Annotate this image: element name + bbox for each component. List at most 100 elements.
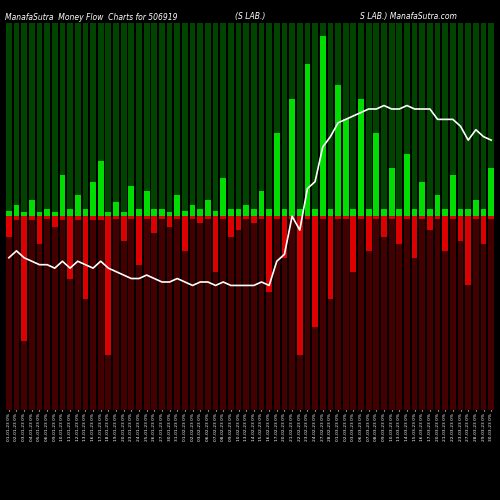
Bar [113, 216, 119, 410]
Bar [60, 22, 66, 216]
Bar [244, 216, 249, 410]
Bar [44, 216, 50, 219]
Bar [366, 22, 372, 216]
Bar [434, 196, 440, 216]
Bar [14, 205, 20, 216]
Bar [82, 210, 88, 216]
Bar [228, 210, 234, 216]
Bar [220, 216, 226, 219]
Bar [159, 216, 165, 410]
Bar [174, 216, 180, 410]
Bar [251, 22, 256, 216]
Bar [466, 210, 471, 216]
Bar [366, 216, 372, 410]
Bar [121, 22, 126, 216]
Bar [450, 216, 456, 410]
Bar [450, 174, 456, 216]
Bar [67, 22, 73, 216]
Bar [374, 216, 379, 219]
Bar [389, 216, 394, 219]
Bar [205, 200, 211, 216]
Bar [159, 210, 165, 216]
Bar [458, 22, 464, 216]
Bar [67, 216, 73, 410]
Bar [113, 22, 119, 216]
Bar [488, 22, 494, 216]
Bar [174, 216, 180, 219]
Bar [480, 22, 486, 216]
Bar [297, 216, 302, 410]
Bar [458, 210, 464, 216]
Bar [136, 216, 142, 264]
Bar [374, 216, 379, 410]
Bar [128, 186, 134, 216]
Bar [466, 216, 471, 410]
Bar [297, 210, 302, 216]
Bar [29, 216, 34, 220]
Bar [412, 216, 418, 258]
Bar [442, 22, 448, 216]
Bar [98, 22, 103, 216]
Bar [121, 216, 126, 410]
Bar [350, 216, 356, 410]
Bar [442, 210, 448, 216]
Bar [75, 196, 80, 216]
Bar [152, 216, 157, 410]
Bar [320, 216, 326, 410]
Bar [198, 210, 203, 216]
Bar [144, 216, 150, 410]
Bar [381, 216, 387, 237]
Bar [266, 216, 272, 292]
Bar [113, 202, 119, 216]
Bar [75, 22, 80, 216]
Bar [473, 22, 478, 216]
Bar [488, 216, 494, 219]
Bar [190, 216, 196, 219]
Bar [404, 154, 410, 216]
Bar [420, 182, 425, 216]
Bar [67, 216, 73, 278]
Bar [328, 216, 334, 300]
Bar [236, 210, 242, 216]
Bar [466, 22, 471, 216]
Bar [244, 216, 249, 219]
Bar [473, 200, 478, 216]
Bar [350, 216, 356, 272]
Bar [381, 22, 387, 216]
Bar [312, 210, 318, 216]
Bar [328, 22, 334, 216]
Bar [251, 210, 256, 216]
Bar [289, 22, 295, 216]
Bar [220, 22, 226, 216]
Bar [427, 210, 433, 216]
Bar [304, 22, 310, 216]
Bar [29, 216, 34, 410]
Bar [6, 216, 12, 237]
Bar [404, 216, 410, 219]
Bar [67, 210, 73, 216]
Bar [450, 22, 456, 216]
Bar [128, 216, 134, 410]
Bar [274, 216, 280, 410]
Bar [282, 22, 288, 216]
Bar [14, 216, 20, 220]
Bar [190, 205, 196, 216]
Bar [36, 212, 43, 216]
Bar [328, 210, 334, 216]
Bar [320, 22, 326, 216]
Bar [304, 64, 310, 216]
Bar [198, 216, 203, 410]
Bar [136, 22, 142, 216]
Bar [450, 216, 456, 219]
Bar [282, 210, 288, 216]
Bar [358, 22, 364, 216]
Bar [343, 22, 348, 216]
Bar [404, 22, 410, 216]
Bar [6, 216, 12, 410]
Bar [136, 210, 142, 216]
Bar [274, 216, 280, 219]
Bar [36, 216, 43, 410]
Bar [152, 216, 157, 233]
Bar [90, 216, 96, 410]
Bar [198, 22, 203, 216]
